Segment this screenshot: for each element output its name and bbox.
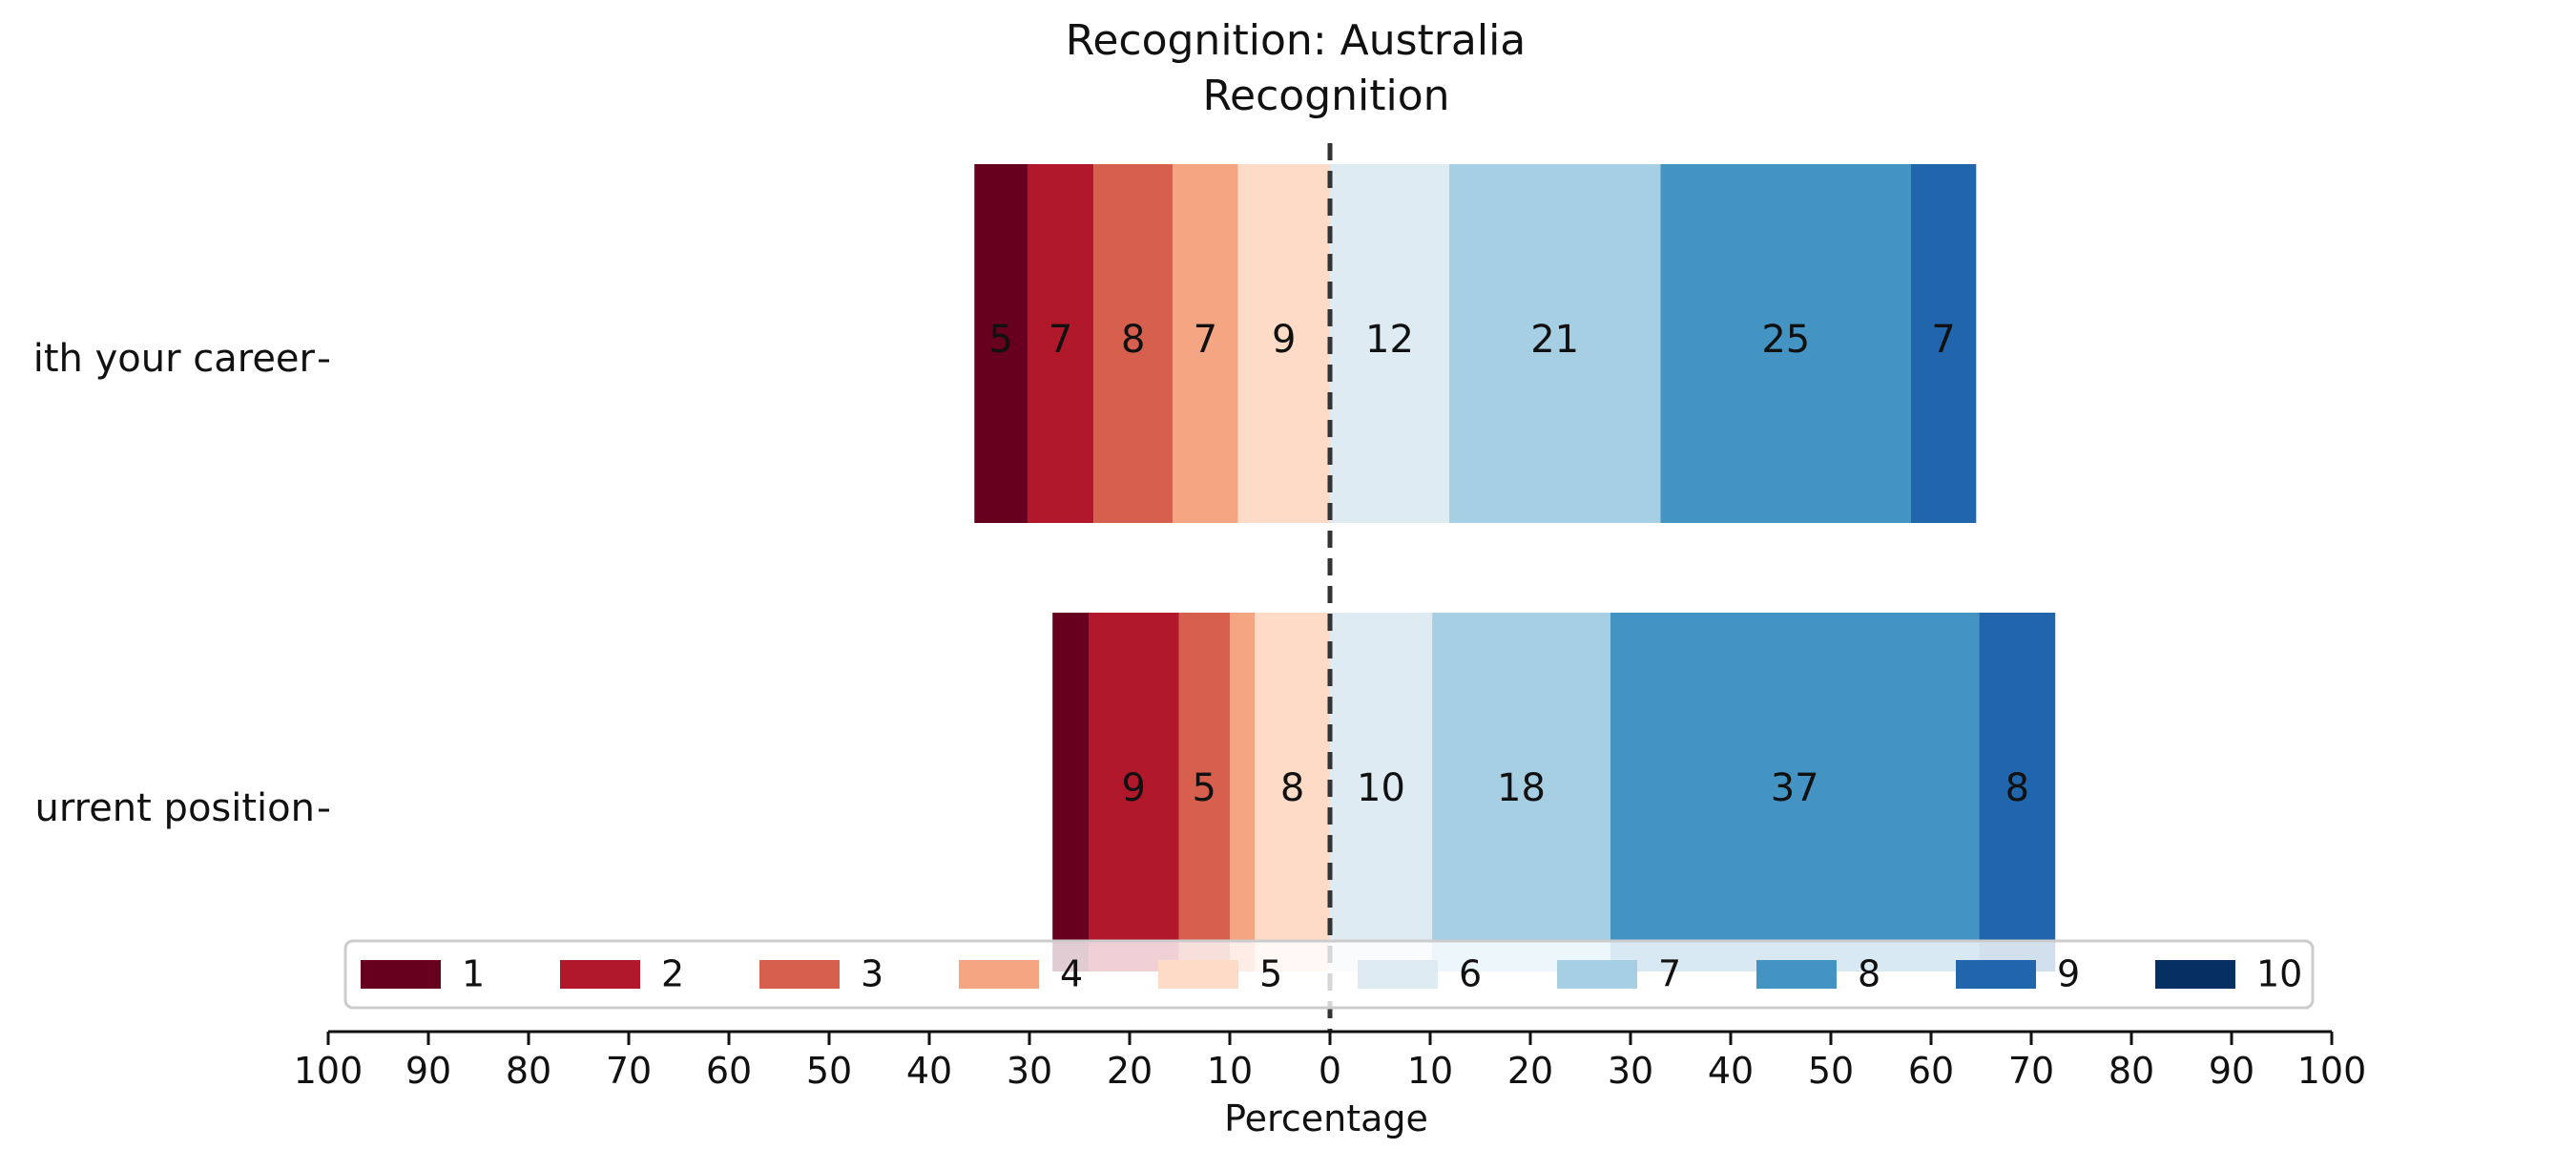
legend: 1 2 3 4 5 6 7 8 9 10 xyxy=(343,939,2315,1010)
bar-segment xyxy=(1178,613,1230,971)
bar-segment xyxy=(1027,164,1094,523)
bars-group: 5 7 8 7 9 12 21 25 79 5 8 10 18 37 8 xyxy=(974,164,2056,971)
bar-segment xyxy=(1237,164,1330,523)
bar-data-label: 18 xyxy=(1497,766,1546,810)
bar-segment xyxy=(1449,164,1661,523)
bar-data-label: 7 xyxy=(1931,318,1955,362)
legend-label: 8 xyxy=(1858,953,1880,995)
bar-segment xyxy=(1911,164,1977,523)
legend-swatch xyxy=(1158,960,1238,989)
x-tick-label: 60 xyxy=(706,1050,752,1092)
y-tick-label: ith your career xyxy=(33,337,316,381)
bar-segment xyxy=(1432,613,1610,971)
x-tick-label: 10 xyxy=(1207,1050,1253,1092)
x-axis: 100 90 80 70 60 50 40 30 20 10 0 10 20 30 40 50 60 70 80 90… xyxy=(294,1030,2367,1092)
x-tick-label: 100 xyxy=(294,1050,364,1092)
x-tick-label: 10 xyxy=(1407,1050,1453,1092)
bar-data-label: 7 xyxy=(1194,318,1217,362)
bar-data-label: 21 xyxy=(1530,318,1579,362)
x-tick-label: 60 xyxy=(1908,1050,1954,1092)
x-tick-label: 30 xyxy=(1007,1050,1052,1092)
legend-swatch xyxy=(560,960,640,989)
x-tick-label: 20 xyxy=(1507,1050,1553,1092)
x-tick-label: 90 xyxy=(2209,1050,2254,1092)
y-tick-label: urrent position xyxy=(35,786,315,830)
bar-data-label: 8 xyxy=(1121,318,1145,362)
legend-box xyxy=(343,939,2315,1010)
bar-segment xyxy=(1255,613,1331,971)
legend-label: 9 xyxy=(2057,953,2080,995)
legend-label: 4 xyxy=(1060,953,1083,995)
legend-swatch xyxy=(1557,960,1637,989)
legend-label: 6 xyxy=(1459,953,1482,995)
bar-segment xyxy=(1052,613,1089,971)
legend-swatch xyxy=(361,960,441,989)
x-tick-label: 40 xyxy=(906,1050,952,1092)
bar-segment xyxy=(1173,164,1238,523)
legend-swatch xyxy=(1358,960,1438,989)
y-axis: ith your career urrent position xyxy=(33,337,329,830)
x-tick-label: 100 xyxy=(2297,1050,2367,1092)
x-tick-label: 40 xyxy=(1708,1050,1754,1092)
x-axis-label: Percentage xyxy=(1224,1097,1428,1139)
bar-segment xyxy=(1230,613,1256,971)
legend-swatch xyxy=(1756,960,1837,989)
bar-data-label: 9 xyxy=(1121,766,1145,810)
bar-data-label: 8 xyxy=(1280,766,1304,810)
bar-segment xyxy=(1979,613,2056,971)
chart-subtitle: Recognition xyxy=(1202,72,1449,120)
legend-label: 5 xyxy=(1259,953,1282,995)
chart-title: Recognition: Australia xyxy=(1066,16,1527,65)
bar-segment xyxy=(1093,164,1174,523)
bar-data-label: 25 xyxy=(1761,318,1810,362)
bar-segment xyxy=(1660,164,1911,523)
bar-data-label: 5 xyxy=(1192,766,1215,810)
legend-label: 7 xyxy=(1658,953,1681,995)
x-tick-label: 70 xyxy=(606,1050,652,1092)
bar-segment xyxy=(1330,164,1449,523)
legend-swatch xyxy=(2155,960,2235,989)
bar-segment xyxy=(974,164,1028,523)
legend-swatch xyxy=(1956,960,2036,989)
bar-segment xyxy=(1089,613,1179,971)
legend-swatch xyxy=(759,960,840,989)
bar-data-label: 7 xyxy=(1049,318,1072,362)
bar-data-label: 12 xyxy=(1365,318,1414,362)
x-tick-label: 50 xyxy=(1808,1050,1854,1092)
bar-data-label: 10 xyxy=(1357,766,1405,810)
x-tick-label: 80 xyxy=(506,1050,551,1092)
bar-data-label: 8 xyxy=(2005,766,2029,810)
bar-segment xyxy=(1330,613,1433,971)
x-tick-label: 70 xyxy=(2008,1050,2054,1092)
bar-data-label: 5 xyxy=(988,318,1012,362)
legend-label: 1 xyxy=(462,953,485,995)
x-tick-label: 80 xyxy=(2109,1050,2154,1092)
bar-data-label: 9 xyxy=(1272,318,1296,362)
bar-segment xyxy=(1610,613,1980,971)
x-tick-label: 50 xyxy=(806,1050,852,1092)
legend-label: 10 xyxy=(2256,953,2302,995)
legend-label: 3 xyxy=(861,953,883,995)
x-tick-label: 20 xyxy=(1107,1050,1153,1092)
x-tick-label: 30 xyxy=(1608,1050,1653,1092)
x-tick-label: 90 xyxy=(405,1050,451,1092)
legend-label: 2 xyxy=(661,953,684,995)
bar-data-label: 37 xyxy=(1771,766,1819,810)
legend-swatch xyxy=(959,960,1039,989)
x-tick-label: 0 xyxy=(1319,1050,1341,1092)
